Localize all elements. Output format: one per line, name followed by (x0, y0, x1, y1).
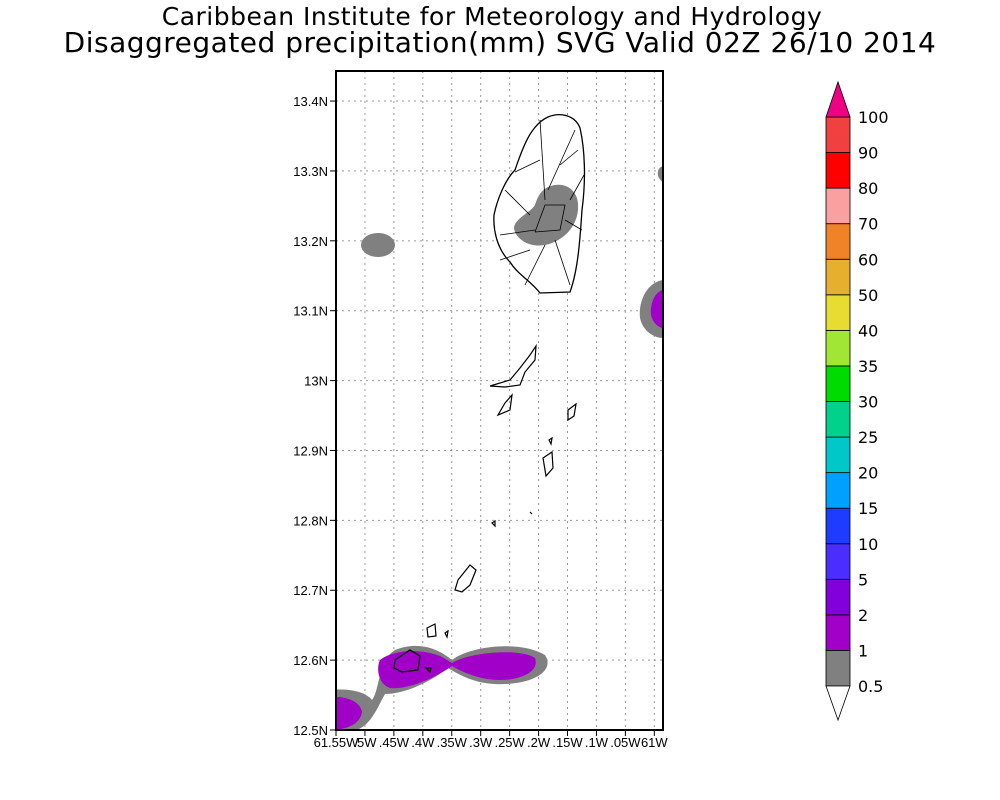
colorbar-label: 30 (858, 393, 878, 412)
colorbar-label: 25 (858, 428, 878, 447)
precip-region-1-2 (378, 651, 536, 689)
colorbar-label: 50 (858, 286, 878, 305)
colorbar-box-80-90 (825, 152, 851, 189)
colorbar-box-30-35 (825, 365, 851, 402)
x-tick-label: .1W (585, 735, 609, 750)
colorbar-label: 0.5 (858, 677, 883, 696)
y-tick-label: 12.9N (293, 443, 328, 458)
colorbar-under-triangle (825, 685, 851, 722)
x-tick-label: 61W (641, 735, 668, 750)
colorbar-box-40-50 (825, 294, 851, 331)
colorbar-box-15-20 (825, 472, 851, 509)
colorbar-box-10-15 (825, 507, 851, 545)
x-tick-label: .15W (552, 735, 583, 750)
x-tick-label: .4W (411, 735, 435, 750)
x-tick-label: .5W (353, 735, 377, 750)
colorbar-label: 20 (858, 464, 878, 483)
colorbar-label: 15 (858, 499, 878, 518)
colorbar-label: 60 (858, 250, 878, 269)
y-axis: 12.5N 12.6N 12.7N 12.8N 12.9N 13N 13.1N 13.2N 13… (293, 94, 336, 738)
colorbar-label: 35 (858, 357, 878, 376)
colorbar-label: 80 (858, 179, 878, 198)
y-tick-label: 13.4N (293, 94, 328, 109)
y-tick-label: 13N (304, 374, 328, 389)
x-tick-label: .35W (437, 735, 468, 750)
colorbar-box-25-30 (825, 401, 851, 438)
x-tick-label: .45W (379, 735, 410, 750)
colorbar-label: 10 (858, 535, 878, 554)
map-grid (335, 71, 663, 731)
chart-title-line1: Caribbean Institute for Meteorology and … (161, 2, 823, 31)
colorbar-label: 40 (858, 321, 878, 340)
precip-region-0.5-1 (657, 166, 663, 182)
colorbar-box-50-60 (825, 258, 851, 296)
x-tick-label: .05W (610, 735, 641, 750)
precip-region-1-2 (650, 290, 663, 328)
colorbar-box-35-40 (825, 329, 851, 367)
y-tick-label: 12.7N (293, 583, 328, 598)
x-tick-label: 61.55W (314, 735, 360, 750)
x-tick-label: .2W (527, 735, 551, 750)
island-st-vincent (493, 114, 586, 294)
chart-title-line2: Disaggregated precipitation(mm) SVG Vali… (63, 26, 937, 59)
colorbar-box-20-25 (825, 436, 851, 474)
colorbar-box-5-10 (825, 543, 851, 580)
y-tick-label: 13.3N (293, 164, 328, 179)
colorbar-box-1-2 (825, 614, 851, 651)
colorbar-box-0.5-1 (825, 650, 851, 687)
colorbar-label: 100 (858, 108, 889, 127)
colorbar-label: 70 (858, 215, 878, 234)
precip-field (336, 166, 663, 730)
colorbar-box-70-80 (825, 187, 851, 225)
y-tick-label: 13.1N (293, 304, 328, 319)
colorbar-label: 90 (858, 144, 878, 163)
y-tick-label: 12.5N (293, 723, 328, 738)
y-tick-label: 12.6N (293, 653, 328, 668)
colorbar-over-triangle (825, 80, 851, 118)
x-tick-label: .3W (469, 735, 493, 750)
y-tick-label: 12.8N (293, 513, 328, 528)
precip-region-1-2 (336, 696, 362, 730)
islands-grenadines (393, 343, 577, 674)
precip-region-0.5-1 (361, 233, 395, 257)
colorbar-box-2-5 (825, 578, 851, 616)
colorbar-label: 1 (858, 641, 868, 660)
x-tick-label: .25W (494, 735, 525, 750)
y-tick-label: 13.2N (293, 234, 328, 249)
colorbar-box-60-70 (825, 223, 851, 260)
colorbar-label: 2 (858, 606, 868, 625)
x-axis: 61.55W.5W .45W .4W .35W .3W .25W .2W .15W .1W .05… (314, 730, 668, 750)
colorbar-box-90-100 (825, 116, 851, 153)
map-frame (335, 70, 664, 731)
colorbar-label: 5 (858, 570, 868, 589)
